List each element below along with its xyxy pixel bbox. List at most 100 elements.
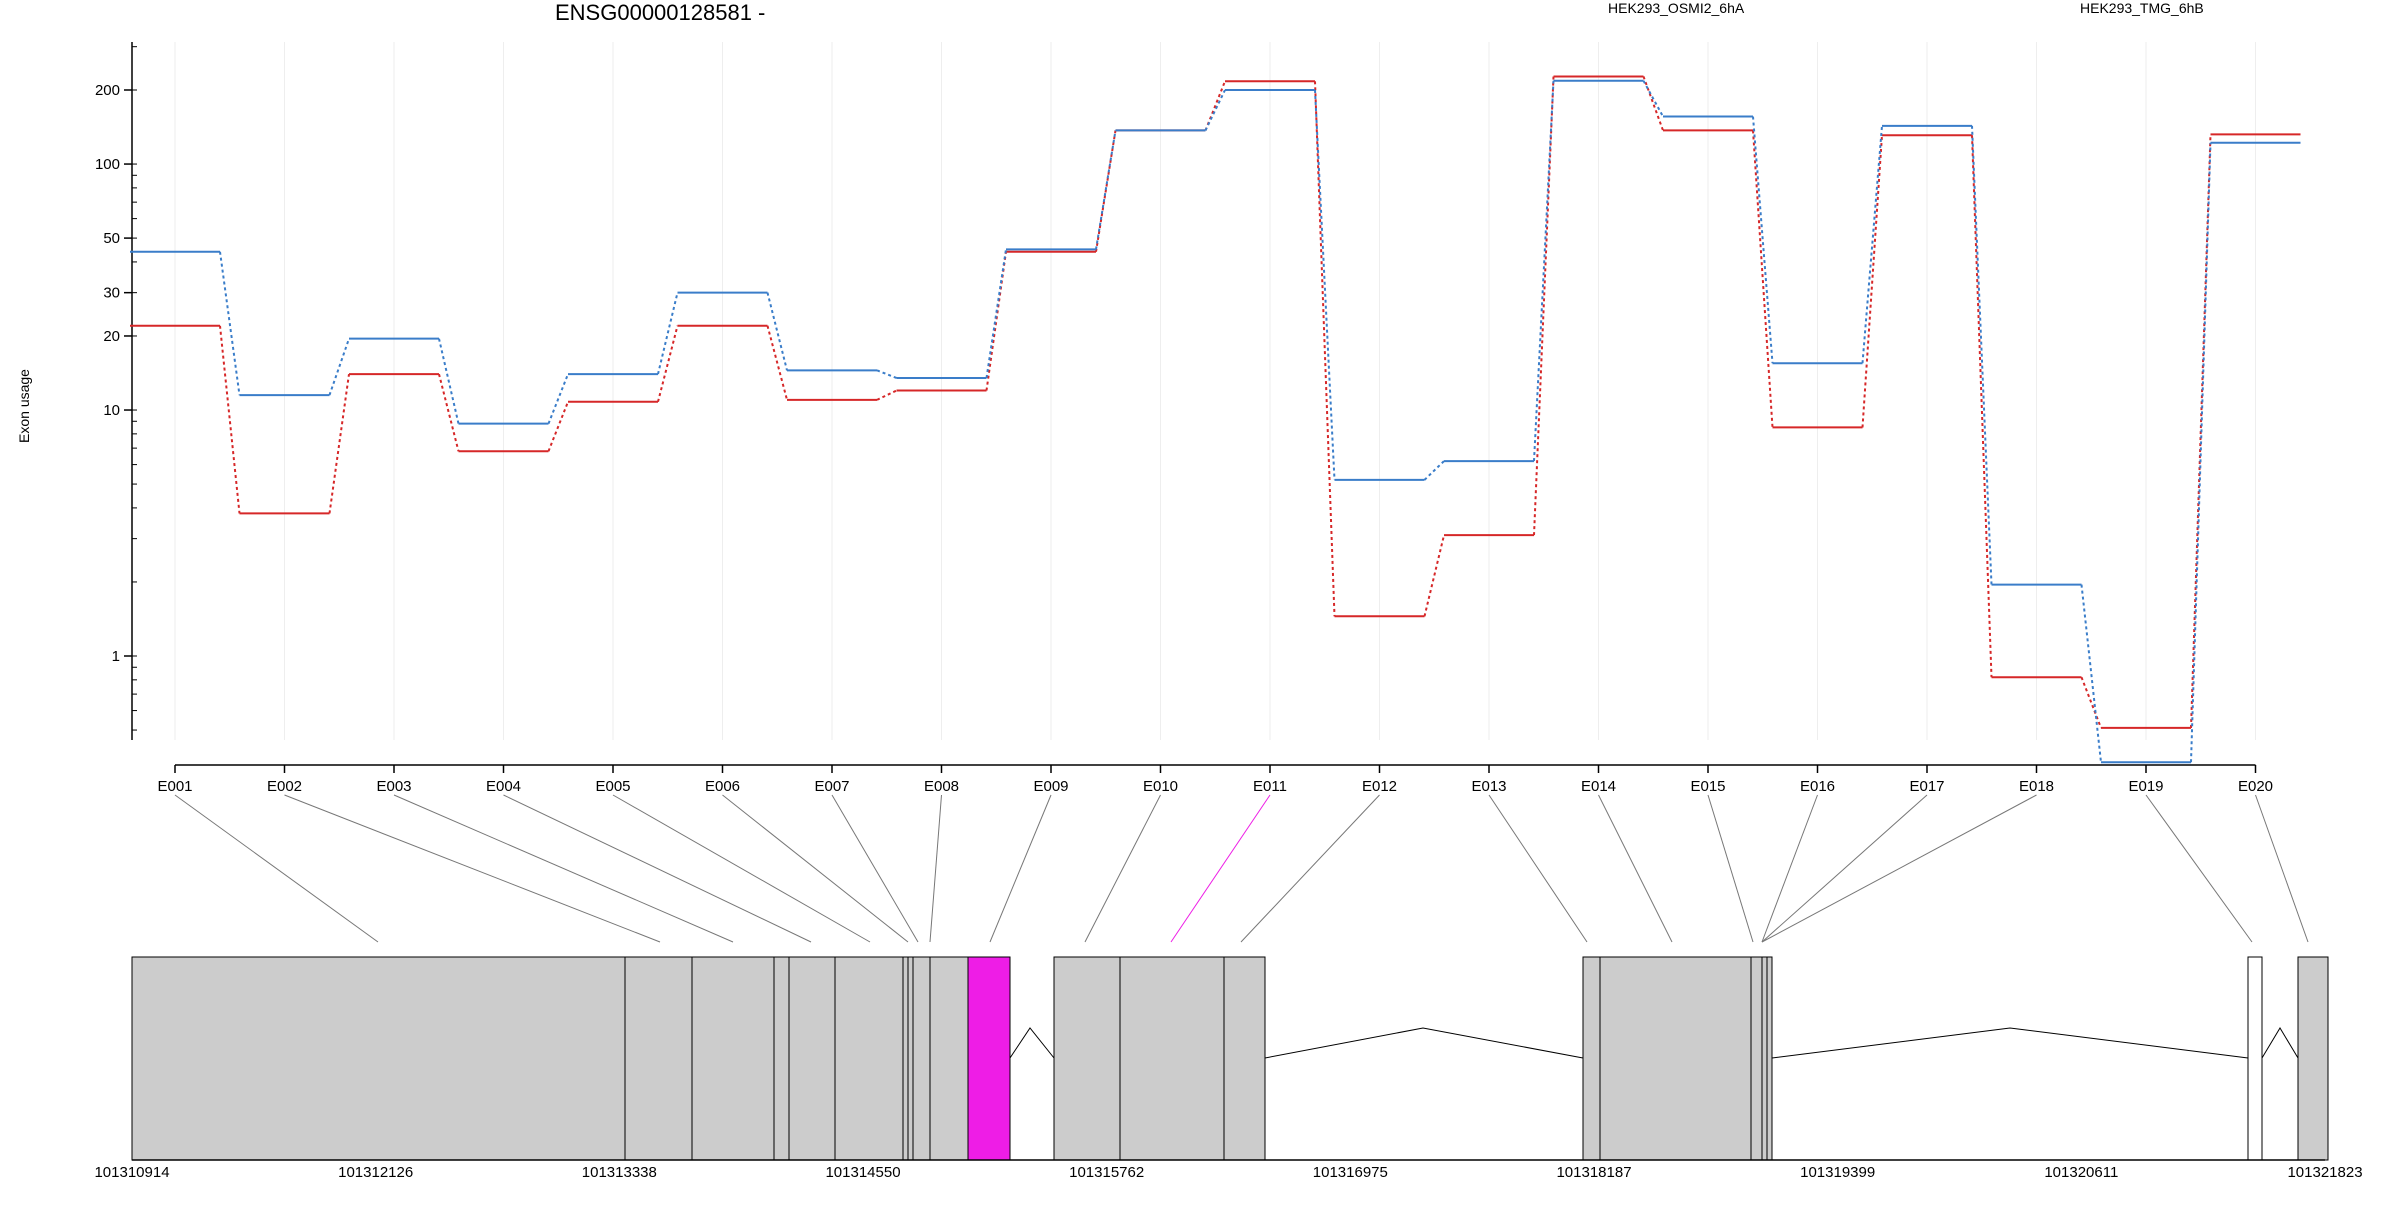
- exon-connector-e004: [503, 794, 812, 943]
- y-tick-label: 10: [103, 402, 120, 419]
- intron-connector: [1771, 1027, 2249, 1059]
- legend-tmg: HEK293_TMG_6hB: [2080, 0, 2204, 16]
- exon-connector-e008: [929, 794, 942, 943]
- series-connector: [1314, 81, 1336, 617]
- exon-connector-e006: [722, 794, 909, 943]
- exon-connector-e002: [284, 794, 661, 943]
- x-tick-label-e007: E007: [814, 778, 849, 795]
- x-tick-label-e003: E003: [376, 778, 411, 795]
- x-tick-label-e017: E017: [1909, 778, 1944, 795]
- series-connector: [1204, 89, 1226, 131]
- x-tick-label-e006: E006: [705, 778, 740, 795]
- x-tick-label-e020: E020: [2238, 778, 2273, 795]
- x-tick-label-e010: E010: [1143, 778, 1178, 795]
- series-connector: [547, 373, 569, 425]
- exon-connector-e001: [174, 794, 379, 943]
- y-tick-label: 100: [95, 156, 120, 173]
- series-connector: [328, 338, 350, 396]
- exon-block: [1582, 956, 1773, 1161]
- series-connector: [1971, 125, 1993, 585]
- series-connector: [876, 369, 897, 379]
- exon-connector-e012: [1240, 794, 1380, 943]
- x-tick-label-e013: E013: [1471, 778, 1506, 795]
- genomic-tick-label: 101320611: [2044, 1164, 2118, 1181]
- exon-block: [1053, 956, 1266, 1161]
- series-connector: [657, 292, 679, 375]
- genomic-tick-label: 101318187: [1556, 1164, 1631, 1181]
- x-tick-label-e004: E004: [486, 778, 521, 795]
- y-tick-label: 200: [95, 82, 120, 99]
- y-tick-label: 1: [112, 648, 120, 665]
- series-connector: [1423, 534, 1445, 617]
- series-connector: [766, 325, 788, 401]
- genomic-tick-label: 101310914: [94, 1164, 169, 1181]
- exon-connector-e014: [1598, 794, 1673, 943]
- intron-connector: [1264, 1027, 1584, 1059]
- series-connector: [438, 373, 460, 452]
- chart-title: ENSG00000128581 -: [555, 0, 766, 25]
- series-connector: [766, 292, 788, 371]
- series-connector: [438, 338, 460, 424]
- exon-connector-e013: [1488, 794, 1588, 943]
- y-axis-label: Exon usage: [16, 369, 32, 443]
- x-tick-label-e012: E012: [1362, 778, 1397, 795]
- genomic-tick-label: 101319399: [1800, 1164, 1875, 1181]
- exon-block: [2297, 956, 2329, 1161]
- exon-connector-e010: [1084, 794, 1161, 943]
- legend-osmi2: HEK293_OSMI2_6hA: [1608, 0, 1745, 16]
- genomic-tick-label: 101316975: [1313, 1164, 1388, 1181]
- x-tick-label-e019: E019: [2128, 778, 2163, 795]
- exon-block: [131, 956, 969, 1161]
- exon-connector-e017: [1761, 794, 1928, 943]
- exon-connector-e015: [1707, 794, 1754, 943]
- x-tick-label-e008: E008: [924, 778, 959, 795]
- series-connector: [547, 401, 569, 452]
- x-tick-label-e014: E014: [1581, 778, 1616, 795]
- exon-connector-e011: [1170, 794, 1271, 943]
- exon-connector-e005: [612, 794, 871, 943]
- series-connector: [219, 251, 241, 396]
- series-connector: [876, 389, 897, 401]
- x-tick-label-e001: E001: [157, 778, 192, 795]
- series-connector: [985, 251, 1007, 391]
- intron-connector: [1009, 1027, 1055, 1059]
- series-connector: [1642, 76, 1664, 131]
- y-tick-label: 30: [103, 285, 120, 302]
- exon-block-empty: [2247, 956, 2263, 1161]
- x-tick-label-e016: E016: [1800, 778, 1835, 795]
- series-connector: [2080, 676, 2102, 729]
- series-connector: [1533, 76, 1555, 536]
- series-connector: [657, 325, 679, 403]
- exon-connector-e016: [1761, 794, 1818, 943]
- genomic-tick-label: 101312126: [338, 1164, 413, 1181]
- exon-connector-e009: [989, 794, 1052, 943]
- x-tick-label-e005: E005: [595, 778, 630, 795]
- series-connector: [985, 249, 1007, 379]
- series-connector: [2080, 584, 2102, 763]
- series-connector: [2190, 142, 2212, 763]
- series-connector: [1752, 130, 1774, 428]
- intron-connector: [2261, 1027, 2299, 1059]
- genomic-tick-label: 101315762: [1069, 1164, 1144, 1181]
- exon-connector-e018: [1761, 794, 2037, 943]
- x-tick-label-e011: E011: [1253, 778, 1287, 795]
- x-tick-label-e002: E002: [267, 778, 302, 795]
- genomic-tick-label: 101321823: [2287, 1164, 2362, 1181]
- series-connector: [1095, 130, 1117, 250]
- series-connector: [1971, 135, 1993, 678]
- exon-highlight-e011: [967, 956, 1011, 1161]
- x-tick-label-e009: E009: [1033, 778, 1068, 795]
- exon-connector-e019: [2145, 794, 2253, 943]
- series-connector: [328, 373, 350, 514]
- y-tick-label: 50: [103, 230, 120, 247]
- series-tmg: [130, 79, 2301, 764]
- series-connector: [1861, 135, 1883, 428]
- exon-connector-e003: [393, 794, 734, 943]
- series-connector: [1314, 89, 1336, 480]
- exon-connector-e020: [2255, 794, 2309, 943]
- series-connector: [1861, 125, 1883, 364]
- series-connector: [1423, 460, 1445, 481]
- x-tick-label-e018: E018: [2019, 778, 2054, 795]
